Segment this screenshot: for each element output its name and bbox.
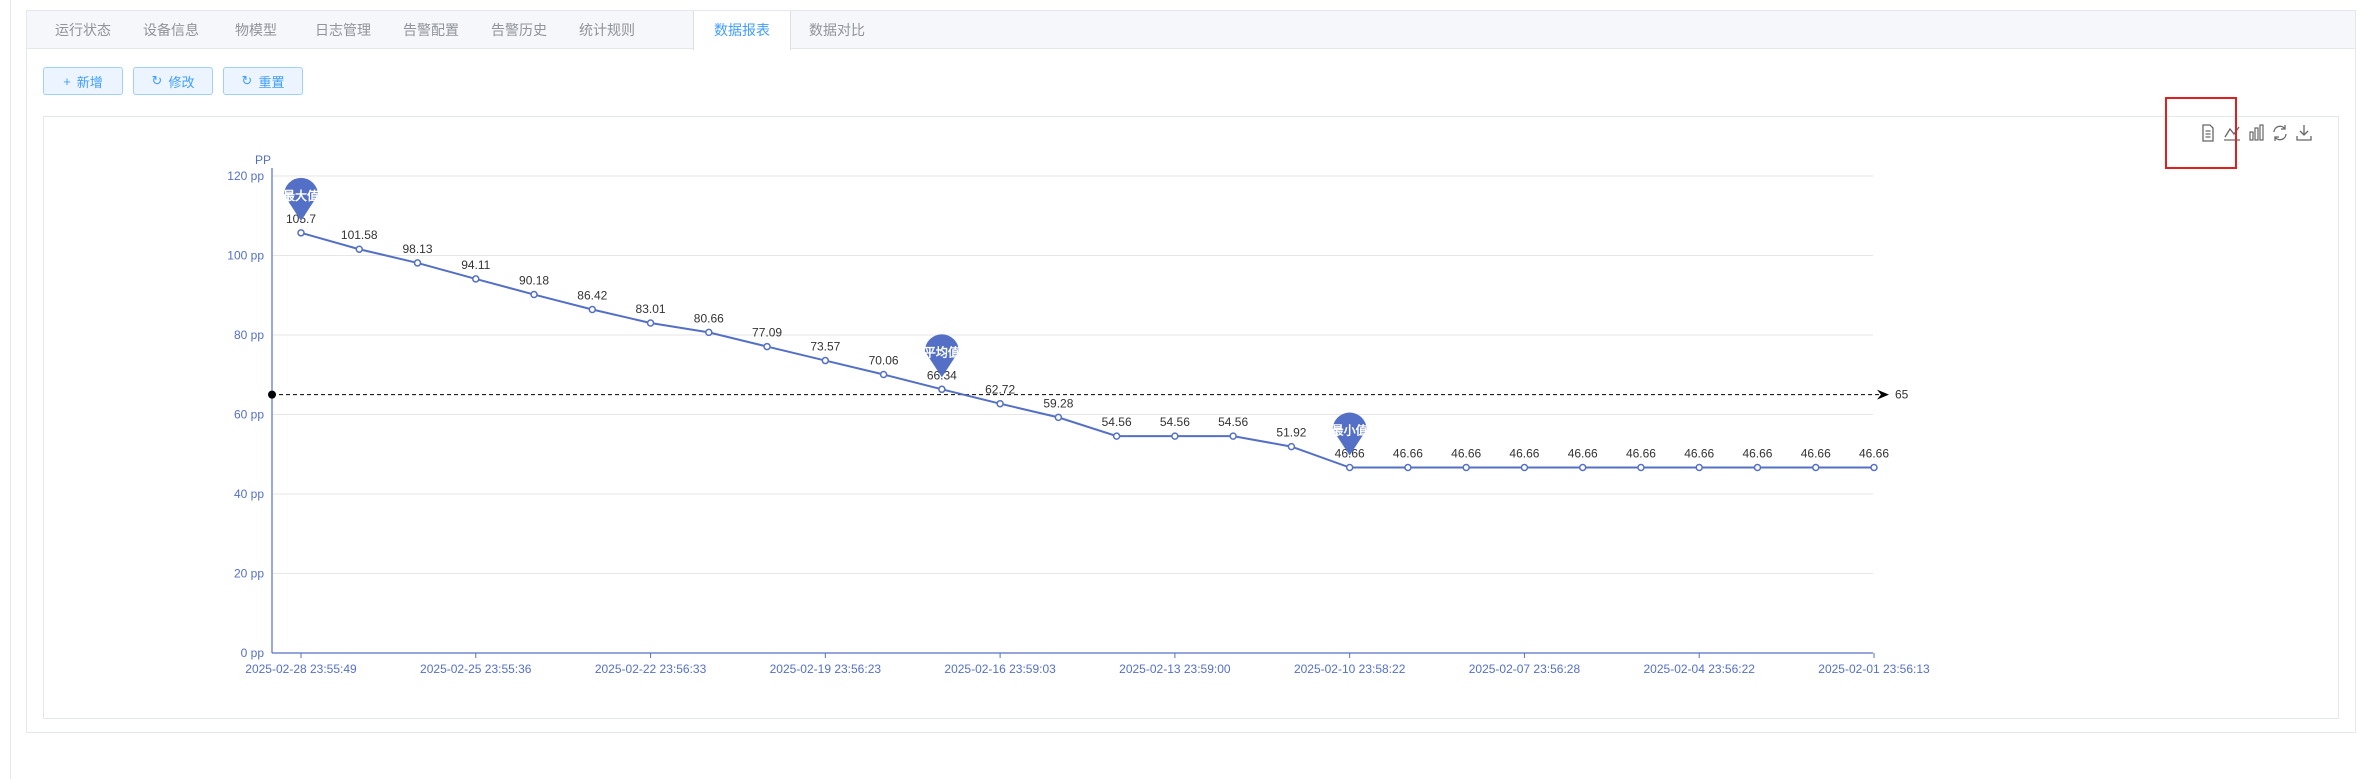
bar-chart-icon[interactable] bbox=[2246, 123, 2266, 143]
tab-data-report[interactable]: 数据报表 bbox=[693, 11, 791, 50]
tab-alarm-config[interactable]: 告警配置 bbox=[403, 22, 459, 38]
edit-button[interactable]: ↻ 修改 bbox=[133, 67, 213, 95]
tab-bar: 运行状态 设备信息 物模型 日志管理 告警配置 告警历史 统计规则 数据报表 数… bbox=[27, 11, 2355, 50]
tab-stat-rules[interactable]: 统计规则 bbox=[579, 22, 635, 38]
tab-run-status[interactable]: 运行状态 bbox=[55, 22, 111, 38]
reset-button-label: 重置 bbox=[258, 74, 285, 90]
tab-thing-model[interactable]: 物模型 bbox=[235, 22, 277, 38]
reset-button[interactable]: ↻ 重置 bbox=[223, 67, 303, 95]
tab-data-compare[interactable]: 数据对比 bbox=[809, 22, 865, 38]
plus-icon: + bbox=[63, 73, 71, 89]
add-button-label: 新增 bbox=[76, 74, 103, 90]
chart-container bbox=[43, 116, 2339, 719]
refresh-icon: ↻ bbox=[151, 73, 163, 88]
main-panel: 运行状态 设备信息 物模型 日志管理 告警配置 告警历史 统计规则 数据报表 数… bbox=[26, 10, 2356, 733]
edit-button-label: 修改 bbox=[168, 74, 195, 90]
toolbox-highlight-box bbox=[2165, 97, 2237, 169]
tab-alarm-history[interactable]: 告警历史 bbox=[491, 22, 547, 38]
data-view-icon[interactable] bbox=[2198, 123, 2218, 143]
tab-device-info[interactable]: 设备信息 bbox=[143, 22, 199, 38]
save-image-icon[interactable] bbox=[2294, 123, 2314, 143]
add-button[interactable]: + 新增 bbox=[43, 67, 123, 95]
restore-icon[interactable] bbox=[2270, 123, 2290, 143]
refresh-icon: ↻ bbox=[241, 73, 253, 88]
left-edge bbox=[0, 0, 11, 779]
tab-log-management[interactable]: 日志管理 bbox=[315, 22, 371, 38]
